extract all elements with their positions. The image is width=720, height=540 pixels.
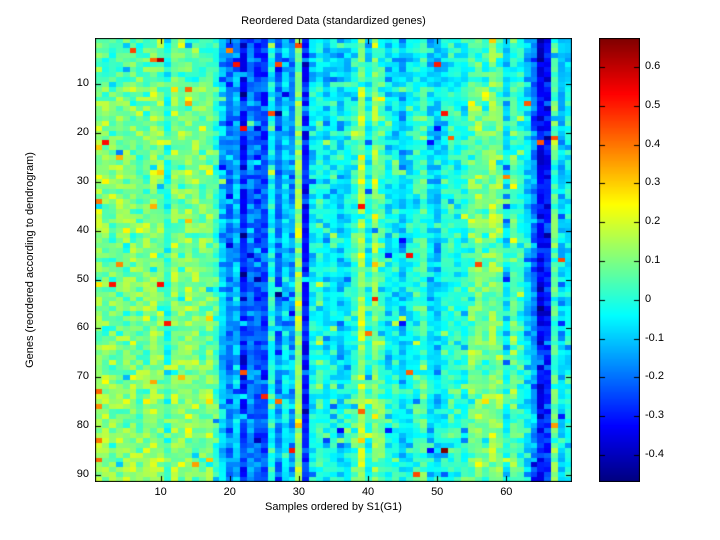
y-tick-label-80: 80 [76,418,89,431]
colorbar-tick-label--0.1: -0.1 [645,331,664,344]
y-tick-label-50: 50 [76,272,89,285]
x-tick-label-50: 50 [431,486,444,498]
colorbar-tick-label-0.3: 0.3 [645,176,661,189]
colorbar-canvas [599,38,640,482]
x-tick-label-30: 30 [292,486,306,498]
y-tick-label-70: 70 [76,370,89,383]
y-tick-label-20: 20 [76,126,89,139]
y-tick-label-30: 30 [76,174,89,187]
colorbar-tick-label--0.2: -0.2 [645,370,664,383]
x-tick-label-40: 40 [361,486,375,498]
chart-title: Reordered Data (standardized genes) [241,15,426,27]
colorbar-tick-label-0.5: 0.5 [645,98,661,111]
colorbar-tick-label-0.6: 0.6 [645,60,661,73]
colorbar-tick-label-0.2: 0.2 [645,215,661,228]
x-tick-label-20: 20 [223,486,236,498]
colorbar-tick-label-0: 0 [645,292,652,305]
y-tick-label-10: 10 [76,77,89,90]
x-tick-label-10: 10 [154,486,167,498]
colorbar-tick-label--0.4: -0.4 [645,447,664,460]
colorbar-tick-label--0.3: -0.3 [645,409,664,422]
x-tick-label-60: 60 [500,486,513,498]
heatmap-canvas [95,38,572,482]
colorbar-tick-label-0.4: 0.4 [645,137,661,150]
y-axis-label: Genes (reordered according to dendrogram… [24,152,36,368]
y-tick-label-90: 90 [76,467,89,480]
colorbar-tick-label-0.1: 0.1 [645,253,661,266]
y-tick-label-40: 40 [76,223,89,236]
x-axis-label: Samples ordered by S1(G1) [265,501,402,513]
y-tick-label-60: 60 [76,321,89,334]
